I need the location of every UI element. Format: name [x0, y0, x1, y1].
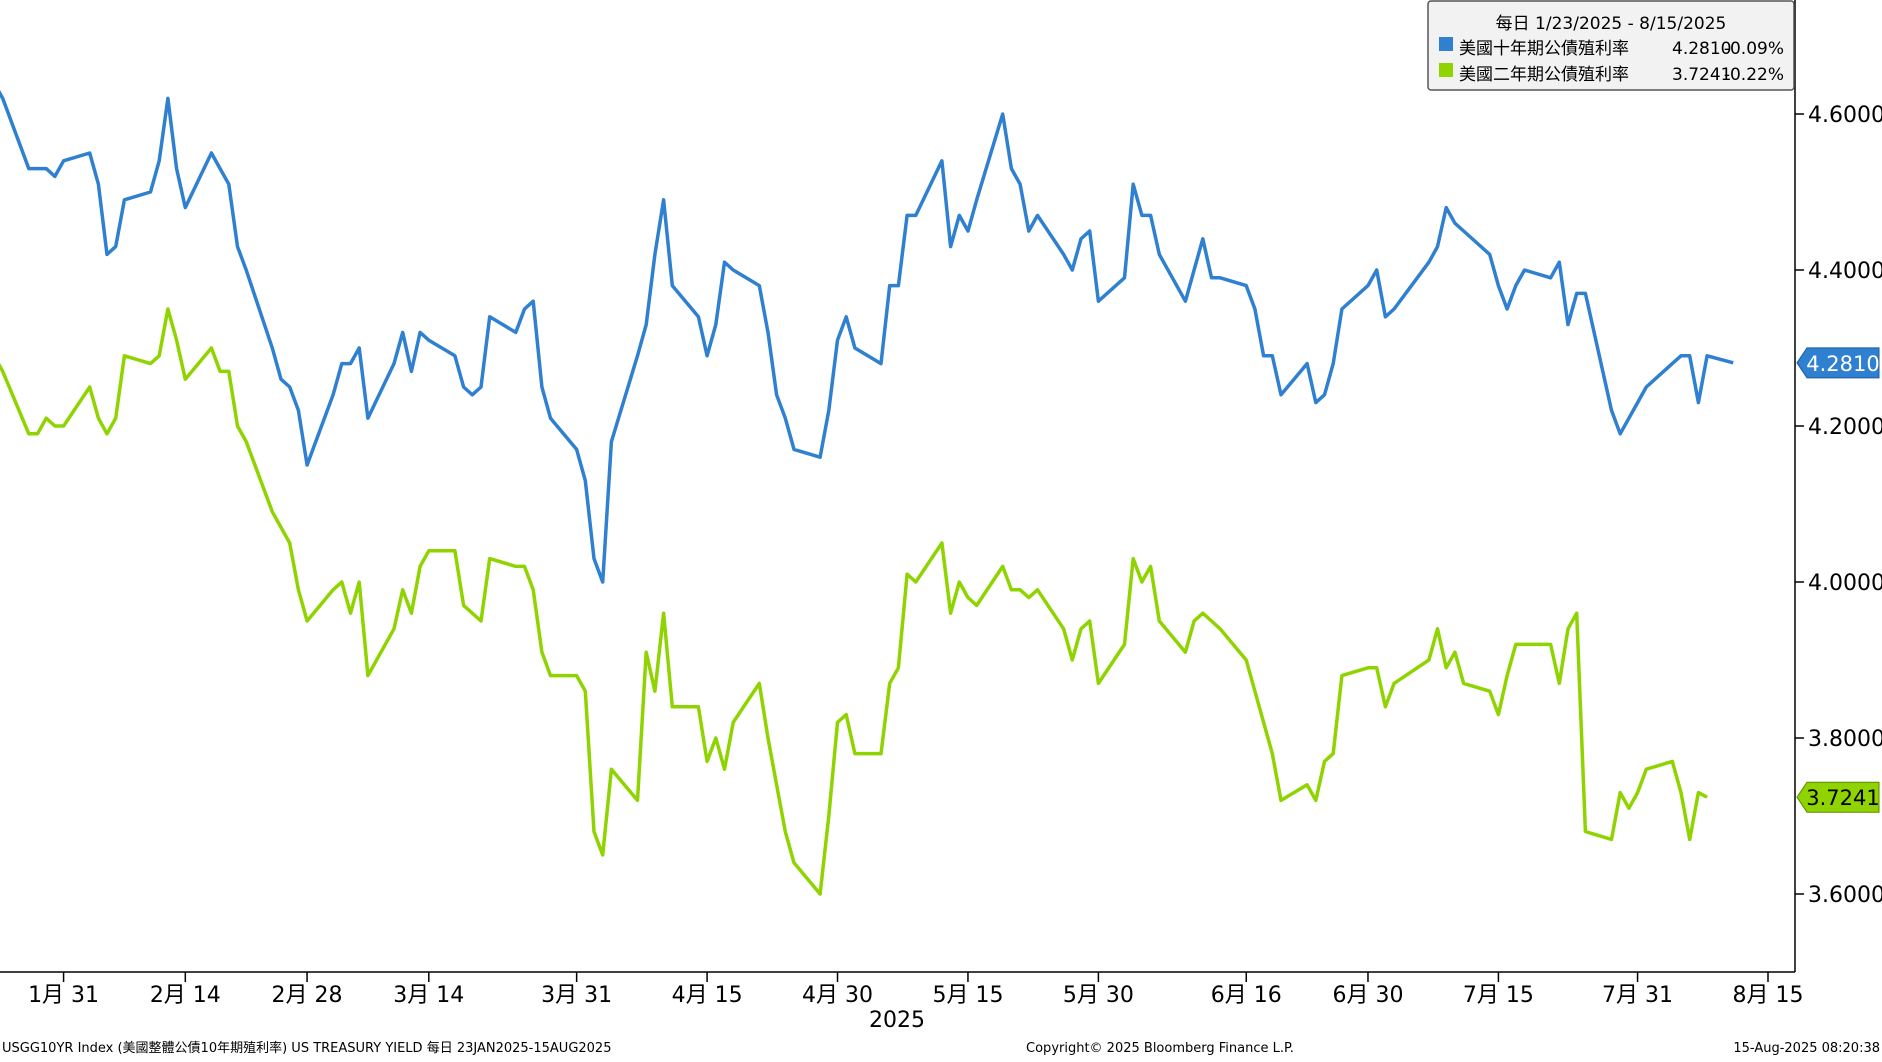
legend-series-value-2y: 3.7241: [1672, 65, 1731, 85]
last-value-tag-2y-shape: [1796, 781, 1880, 813]
x-tick-label: 8月 15: [1733, 983, 1804, 1008]
x-tick-label: 5月 30: [1063, 983, 1134, 1008]
legend-series-change-2y: -0.22%: [1724, 65, 1784, 85]
x-tick-label: 4月 15: [672, 983, 743, 1008]
x-tick-label: 5月 15: [932, 983, 1003, 1008]
legend-series-name-2y: 美國二年期公債殖利率: [1459, 65, 1629, 85]
footer-source: USGG10YR Index (美國整體公債10年期殖利率) US TREASU…: [2, 1040, 611, 1056]
x-tick-label: 6月 30: [1332, 983, 1403, 1008]
y-tick-label: 4.4000: [1808, 259, 1882, 284]
x-tick-label: 3月 31: [541, 983, 612, 1008]
last-value-tag-2y: 3.7241: [1796, 781, 1880, 813]
y-axis-ticks: 3.6000 3.8000 4.0000 4.2000 4.4000 4.6000: [1795, 103, 1882, 908]
last-value-label-2y: 3.7241: [1806, 786, 1879, 810]
last-value-tag-10y-shape: [1796, 347, 1880, 379]
legend-header: 每日 1/23/2025 - 8/15/2025: [1496, 14, 1727, 34]
x-tick-label: 2月 14: [150, 983, 221, 1008]
x-tick-label: 7月 31: [1602, 983, 1673, 1008]
y-tick-label: 4.0000: [1808, 571, 1882, 596]
legend-swatch-2y: [1439, 63, 1453, 77]
x-tick-label: 4月 30: [802, 983, 873, 1008]
x-axis-ticks: 1月 31 2月 14 2月 28 3月 14 3月 31 4月 15 4月 30 5月 15…: [28, 972, 1804, 1008]
last-value-tag-10y: 4.2810: [1796, 347, 1880, 379]
last-value-label-10y: 4.2810: [1806, 352, 1879, 376]
legend-series-name-10y: 美國十年期公債殖利率: [1459, 39, 1629, 59]
y-tick-label: 4.2000: [1808, 415, 1882, 440]
legend-swatch-10y: [1439, 37, 1453, 51]
series-layer: [0, 89, 1734, 896]
legend-series-change-10y: -0.09%: [1724, 39, 1784, 59]
footer-timestamp: 15-Aug-2025 08:20:38: [1733, 1041, 1880, 1056]
y-tick-label: 3.8000: [1808, 727, 1882, 752]
x-tick-label: 3月 14: [393, 983, 464, 1008]
x-tick-label: 2月 28: [272, 983, 343, 1008]
legend-series-value-10y: 4.2810: [1672, 39, 1731, 59]
legend: 每日 1/23/2025 - 8/15/2025 美國十年期公債殖利率 4.28…: [1427, 0, 1795, 91]
legend-box: [1427, 0, 1795, 91]
x-tick-label: 7月 15: [1463, 983, 1534, 1008]
x-axis-title: 2025: [869, 1008, 925, 1033]
footer-copyright: Copyright© 2025 Bloomberg Finance L.P.: [1026, 1041, 1294, 1056]
x-tick-label: 6月 16: [1211, 983, 1282, 1008]
series-line-10y: [0, 89, 1734, 584]
y-tick-label: 3.6000: [1808, 883, 1882, 908]
series-line-2y: [0, 307, 1708, 896]
y-tick-label: 4.6000: [1808, 103, 1882, 128]
x-tick-label: 1月 31: [28, 983, 99, 1008]
